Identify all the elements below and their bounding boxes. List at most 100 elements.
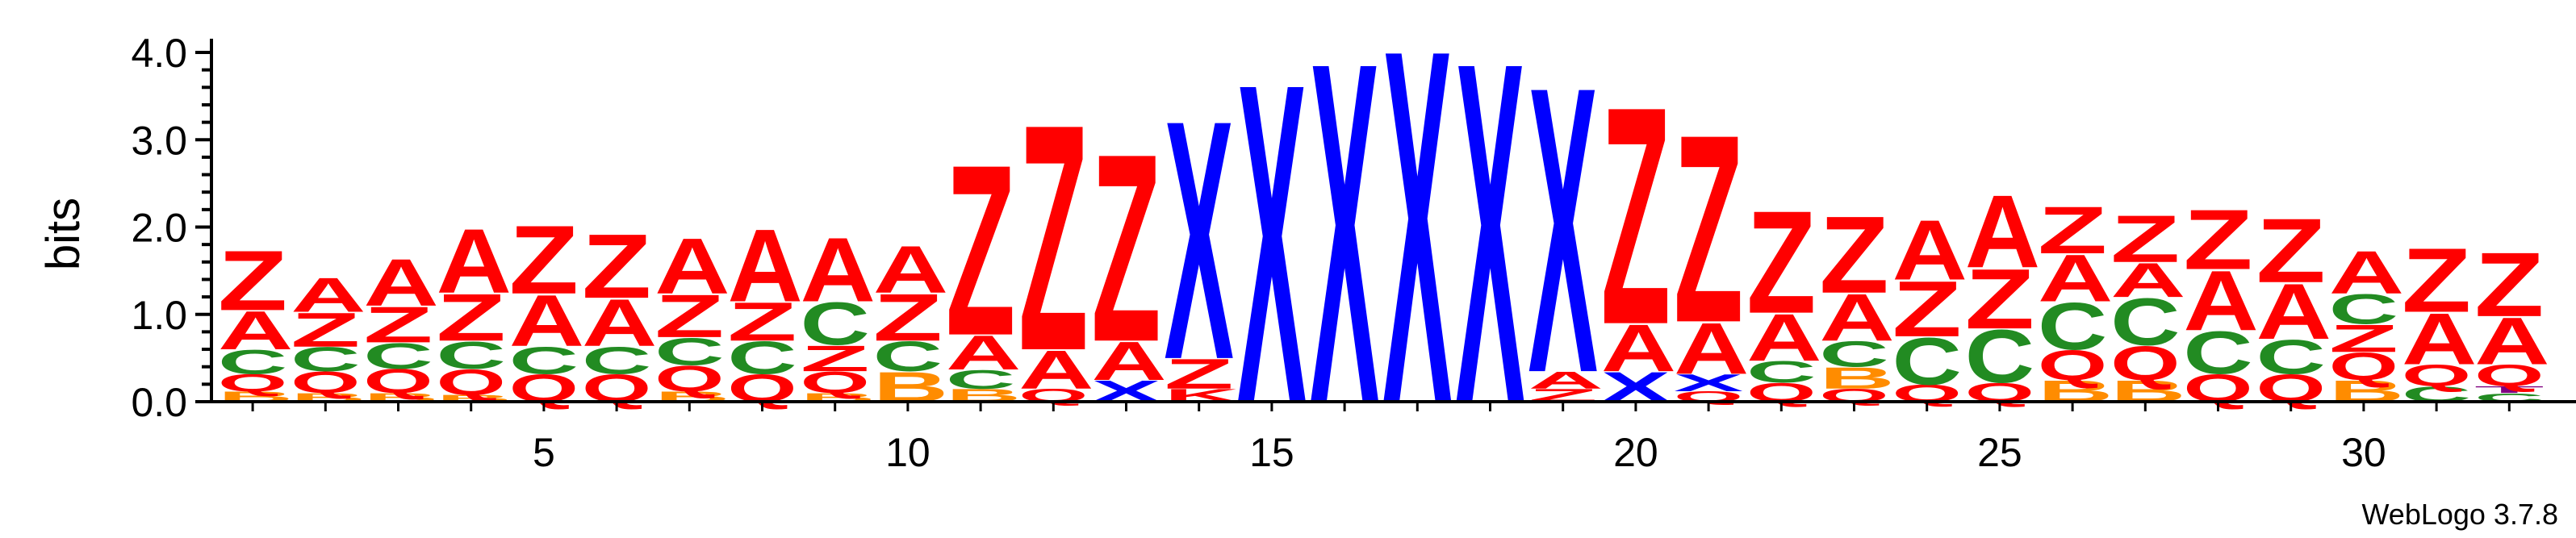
logo-glyph-c: C xyxy=(727,332,797,383)
y-tick-label: 0.0 xyxy=(131,380,187,425)
logo-glyph-a: A xyxy=(727,208,802,324)
logo-glyph-z: Z xyxy=(2110,201,2180,276)
logo-glyph-q: Q xyxy=(2038,341,2107,389)
logo-glyph-c: C xyxy=(1965,314,2034,398)
logo-glyph-a: A xyxy=(873,232,948,307)
logo-glyph-z: Z xyxy=(2256,200,2326,302)
logo-glyph-a: A xyxy=(2110,253,2185,307)
chart-axes: 0.0 1.0 2.0 3.0 4.0 5 10 15 20 25 30 xyxy=(131,31,2576,475)
logo-glyph-c: C xyxy=(654,331,724,374)
logo-glyph-z: Z xyxy=(654,282,724,350)
x-tick-label: 30 xyxy=(2341,430,2386,475)
logo-glyph-q: Q xyxy=(654,358,724,399)
logo-glyph-z: Z xyxy=(2474,234,2544,336)
logo-glyph-z: Z xyxy=(1965,252,2034,347)
logo-glyph-c: C xyxy=(1892,323,1962,398)
logo-glyph-z: Z xyxy=(1091,99,1160,398)
logo-glyph-c: C xyxy=(2038,289,2107,364)
logo-glyph-z: Z xyxy=(582,215,651,318)
logo-glyph-x: X xyxy=(1528,2,1599,458)
logo-glyph-a: A xyxy=(2329,239,2404,307)
logo-glyph-a: A xyxy=(1018,339,1094,400)
logo-glyph-z: Z xyxy=(363,297,433,354)
logo-glyph-z: Z xyxy=(1018,56,1088,418)
logo-glyph-a: A xyxy=(582,286,657,361)
logo-glyph-z: Z xyxy=(437,280,506,355)
logo-glyph-z: Z xyxy=(1819,194,1888,316)
logo-glyph-c: C xyxy=(582,339,651,382)
logo-glyph-stacks: BQCAZBQCZABQCZABQCZAQCAZQCAZBQCZAQCZABQZ… xyxy=(218,0,2550,509)
x-tick-label: 5 xyxy=(533,430,555,475)
logo-glyph-z: Z xyxy=(2038,193,2107,268)
logo-glyph-a: A xyxy=(1674,307,1749,390)
logo-glyph-c: C xyxy=(291,340,360,378)
logo-glyph-a: A xyxy=(1746,301,1821,376)
logo-glyph-x: X xyxy=(1165,50,1235,431)
logo-glyph-a: A xyxy=(2474,304,2549,379)
logo-glyph-a: A xyxy=(1965,174,2040,290)
logo-glyph-q: Q xyxy=(2402,358,2471,392)
y-tick-label: 3.0 xyxy=(131,118,187,163)
logo-glyph-a: A xyxy=(437,210,512,312)
x-axis-ticks: 5 10 15 20 25 30 xyxy=(251,402,2511,475)
logo-glyph-a: A xyxy=(946,326,1021,380)
logo-glyph-t: T xyxy=(2474,384,2544,395)
logo-glyph-a: A xyxy=(2183,253,2258,348)
logo-glyph-z: Z xyxy=(1674,80,1743,379)
logo-glyph-c: C xyxy=(946,365,1015,394)
x-tick-label: 10 xyxy=(885,430,930,475)
logo-glyph-q: Q xyxy=(2329,345,2398,389)
logo-glyph-a: A xyxy=(218,300,293,361)
y-axis-ticks: 0.0 1.0 2.0 3.0 4.0 xyxy=(131,31,211,425)
logo-glyph-a: A xyxy=(1528,366,1604,394)
logo-glyph-a: A xyxy=(1819,281,1894,356)
logo-glyph-c: C xyxy=(2110,284,2180,359)
logo-glyph-z: Z xyxy=(873,280,943,355)
logo-glyph-c: C xyxy=(2183,319,2252,387)
logo-glyph-q: Q xyxy=(291,365,360,399)
logo-glyph-q: Q xyxy=(437,361,506,402)
weblogo-credit: WebLogo 3.7.8 xyxy=(2361,498,2558,531)
logo-glyph-c: C xyxy=(2329,286,2398,334)
logo-glyph-z: Z xyxy=(509,205,579,314)
logo-glyph-x: X xyxy=(1237,0,1307,499)
y-tick-label: 2.0 xyxy=(131,206,187,251)
logo-glyph-c: C xyxy=(873,332,943,381)
logo-glyph-q: Q xyxy=(218,369,287,397)
y-tick-label: 1.0 xyxy=(131,293,187,338)
y-tick-label: 4.0 xyxy=(131,31,187,76)
logo-glyph-x: X xyxy=(1455,0,1525,506)
logo-glyph-z: Z xyxy=(727,291,797,352)
logo-glyph-a: A xyxy=(509,280,584,362)
logo-glyph-c: C xyxy=(218,343,287,381)
logo-glyph-z: Z xyxy=(291,302,360,357)
logo-glyph-q: Q xyxy=(801,365,870,399)
logo-glyph-z: Z xyxy=(1746,181,1816,344)
logo-glyph-z: Z xyxy=(1892,265,1962,353)
logo-glyph-z: Z xyxy=(2402,230,2471,332)
logo-glyph-z: Z xyxy=(946,113,1015,386)
logo-glyph-z: Z xyxy=(1601,41,1671,390)
logo-glyph-a: A xyxy=(1601,311,1676,386)
logo-glyph-a: A xyxy=(654,223,730,311)
logo-glyph-a: A xyxy=(1091,331,1166,392)
logo-glyph-z: Z xyxy=(801,338,870,379)
logo-glyph-x: X xyxy=(1674,369,1743,397)
logo-glyph-a: A xyxy=(2402,298,2477,380)
logo-glyph-c: C xyxy=(801,290,870,358)
x-tick-label: 25 xyxy=(1977,430,2022,475)
logo-glyph-a: A xyxy=(2256,268,2331,357)
logo-glyph-q: Q xyxy=(2474,358,2544,392)
logo-glyph-a: A xyxy=(363,246,438,321)
logo-glyph-z: Z xyxy=(218,233,287,328)
logo-glyph-z: Z xyxy=(1165,350,1234,398)
logo-glyph-c: C xyxy=(509,339,579,382)
logo-glyph-a: A xyxy=(2038,241,2113,316)
x-tick-label: 20 xyxy=(1613,430,1658,475)
logo-glyph-z: Z xyxy=(2183,192,2252,287)
logo-glyph-z: Z xyxy=(2329,317,2398,361)
logo-glyph-a: A xyxy=(1892,202,1968,298)
logo-glyph-c: C xyxy=(1819,334,1888,375)
logo-glyph-a: A xyxy=(801,219,876,321)
